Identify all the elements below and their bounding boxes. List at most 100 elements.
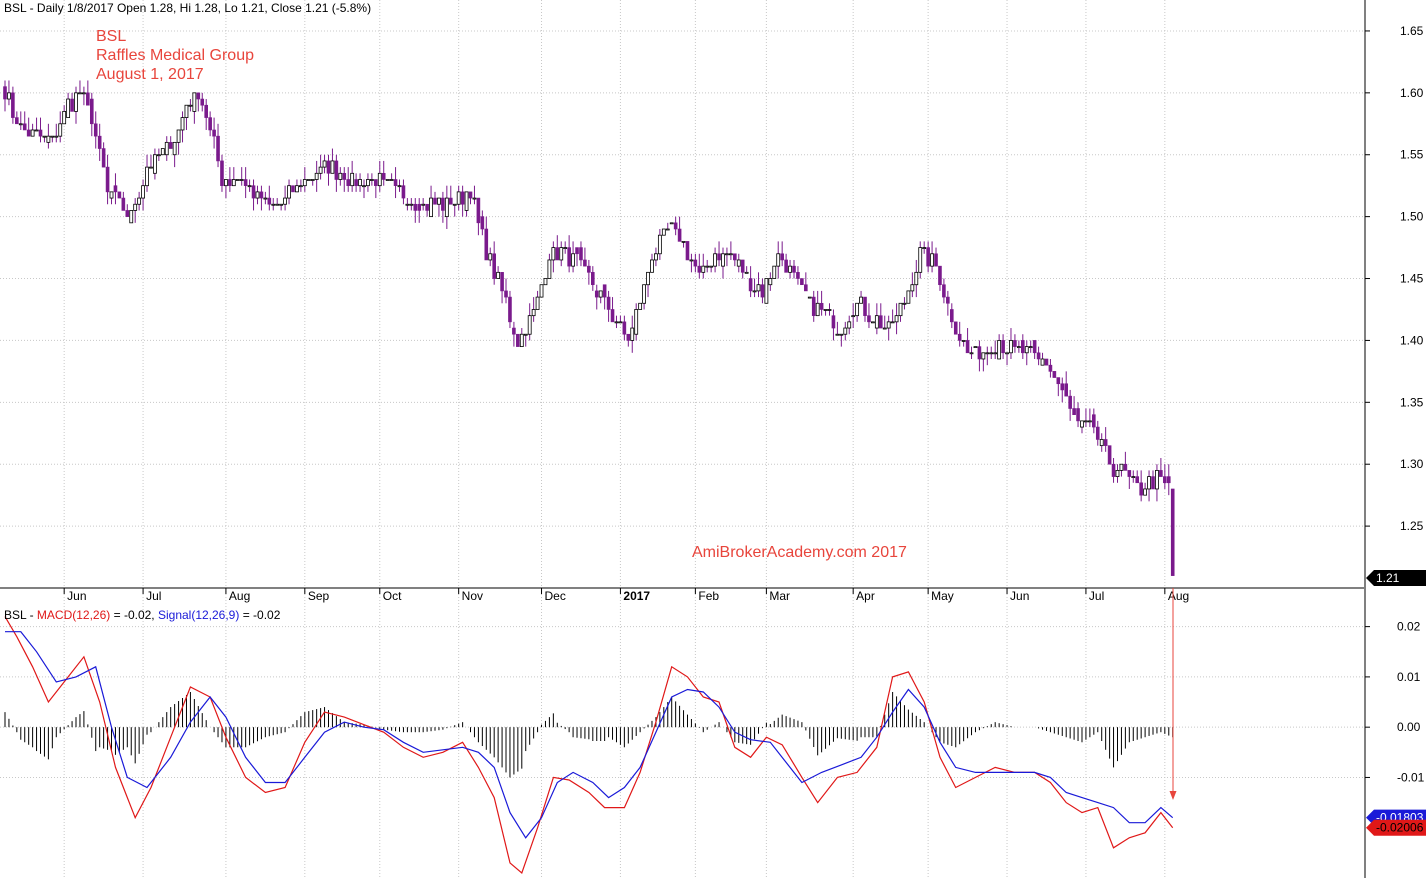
- candle-body: [780, 253, 784, 261]
- candle-body: [1028, 346, 1033, 349]
- candle-body: [409, 203, 414, 206]
- candle: [811, 290, 816, 322]
- candle-body: [496, 271, 501, 279]
- candle: [78, 80, 82, 95]
- candle-body: [851, 315, 856, 318]
- candle: [693, 253, 698, 273]
- price-candles: [3, 80, 1175, 576]
- candle-body: [1163, 476, 1167, 484]
- candle: [30, 123, 35, 137]
- candle: [397, 179, 402, 192]
- candle: [519, 328, 524, 348]
- month-label: Jun: [67, 589, 86, 603]
- candle: [953, 321, 958, 335]
- candle-body: [369, 179, 374, 181]
- candle-body: [634, 309, 639, 335]
- candle-body: [701, 265, 706, 273]
- candle-body: [547, 259, 552, 279]
- candle-body: [531, 309, 536, 317]
- candle: [1131, 470, 1136, 483]
- candle: [1163, 464, 1167, 489]
- candle: [598, 290, 603, 304]
- candle-body: [930, 253, 934, 267]
- candle-body: [3, 86, 7, 100]
- candle-body: [602, 284, 607, 298]
- candle-body: [863, 296, 867, 316]
- candle-body: [800, 278, 804, 286]
- candle-body: [476, 197, 481, 224]
- candle-body: [180, 117, 185, 131]
- candle: [168, 136, 173, 149]
- month-label: Dec: [545, 589, 566, 603]
- candle-body: [322, 160, 327, 168]
- candle-body: [196, 92, 201, 100]
- candle-body: [946, 296, 950, 304]
- candle-body: [168, 142, 173, 149]
- candle: [1021, 334, 1025, 359]
- candle: [89, 92, 94, 137]
- candle: [149, 154, 153, 169]
- candle-body: [381, 173, 386, 180]
- candle-body: [1095, 426, 1100, 440]
- candle: [172, 141, 177, 168]
- candle: [1028, 340, 1033, 353]
- candle: [145, 154, 149, 192]
- candle-body: [551, 247, 556, 261]
- candle-body: [827, 309, 832, 311]
- candle-body: [681, 240, 686, 243]
- candle: [1036, 346, 1041, 366]
- candle-body: [1155, 469, 1159, 490]
- candle-body: [468, 191, 473, 199]
- candle: [855, 302, 860, 322]
- candle-body: [587, 265, 591, 273]
- candle-body: [922, 247, 927, 249]
- candle: [192, 92, 197, 124]
- candle-body: [310, 179, 315, 181]
- candle: [393, 167, 398, 199]
- candle-body: [539, 284, 544, 298]
- candle-body: [835, 333, 840, 336]
- candle-body: [898, 302, 903, 317]
- candle-body: [752, 290, 757, 293]
- macd-tick-label: 0.02: [1397, 620, 1421, 634]
- candle: [843, 321, 848, 341]
- candle: [788, 259, 792, 279]
- candle: [800, 278, 804, 286]
- candle: [646, 271, 650, 298]
- candle: [555, 235, 560, 261]
- candle-body: [685, 241, 690, 261]
- candle: [1032, 340, 1037, 359]
- candle: [677, 216, 682, 242]
- candle-body: [598, 290, 603, 298]
- candle-body: [1151, 476, 1155, 490]
- candle-body: [255, 191, 260, 199]
- macd-last-tag-box: [1366, 819, 1426, 836]
- candle-body: [231, 179, 236, 187]
- macd-line: [4, 616, 1174, 875]
- candle-body: [425, 203, 429, 211]
- candle: [1084, 408, 1088, 428]
- candle-body: [953, 321, 958, 335]
- candle: [823, 309, 828, 316]
- candle-body: [480, 216, 485, 230]
- annotation-date: August 1, 2017: [96, 66, 204, 83]
- candle: [66, 92, 71, 118]
- candle: [973, 346, 978, 349]
- month-label: Jun: [1010, 589, 1029, 603]
- candle-body: [397, 185, 402, 188]
- candle-body: [523, 333, 528, 336]
- candle-body: [606, 296, 611, 310]
- candle: [318, 154, 323, 180]
- candle: [86, 80, 90, 106]
- candle: [721, 247, 725, 279]
- candle-body: [938, 265, 942, 286]
- candle: [756, 272, 761, 298]
- candle-body: [594, 290, 599, 298]
- candle: [374, 179, 378, 199]
- candle: [350, 160, 355, 192]
- candle-body: [504, 290, 508, 298]
- candle-body: [259, 191, 264, 199]
- candle: [622, 315, 627, 341]
- candle: [1143, 482, 1148, 496]
- candle: [551, 241, 556, 273]
